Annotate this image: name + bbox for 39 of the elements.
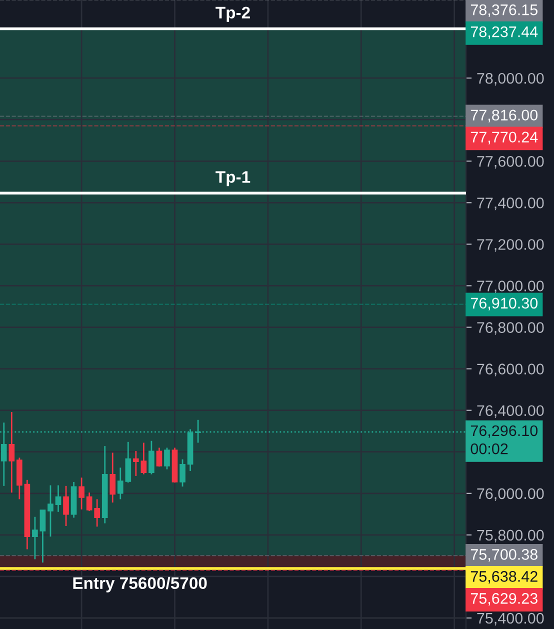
candlestick — [86, 492, 92, 512]
ref-line-label: 78,376.15 — [470, 4, 538, 18]
y-tick-label: 77,200.00 — [477, 239, 544, 252]
ref-line-label: 78,237.44 — [470, 26, 538, 40]
annotation: Tp-2 — [216, 6, 250, 22]
y-tick-label: 76,400.00 — [477, 405, 544, 418]
candlestick — [110, 452, 116, 504]
ref-line-label: 76,296.10 00:02 — [470, 425, 538, 454]
candlestick — [148, 440, 154, 475]
candlestick — [133, 450, 139, 477]
y-tick-label: 76,000.00 — [477, 488, 544, 501]
candlestick — [55, 484, 62, 513]
candlestick — [8, 411, 15, 494]
ref-line-label: 77,770.24 — [470, 132, 538, 144]
y-tick-label: 77,400.00 — [477, 198, 544, 210]
candlestick — [140, 442, 147, 475]
ref-line-label: 75,700.38 — [470, 549, 538, 562]
candlestick — [63, 485, 69, 527]
y-tick-label: 76,600.00 — [477, 364, 544, 376]
y-tick-label: 75,800.00 — [477, 530, 544, 542]
candlestick — [156, 447, 162, 468]
candlestick — [94, 498, 100, 528]
y-tick-label: 77,000.00 — [477, 280, 544, 294]
candlestick — [78, 476, 84, 510]
y-tick-label: 75,400.00 — [477, 612, 544, 626]
annotation: Entry 75600/5700 — [73, 576, 207, 592]
y-tick-label: 78,000.00 — [477, 72, 544, 86]
candlestick — [40, 509, 46, 564]
annotation: Tp-1 — [216, 171, 250, 186]
ref-line-label: 77,816.00 — [470, 110, 538, 122]
ref-line-label: 75,629.23 — [470, 593, 538, 606]
y-tick-label: 76,800.00 — [477, 322, 544, 335]
ref-line-label: 76,910.30 — [470, 298, 538, 310]
candlestick — [180, 458, 186, 488]
y-tick-label: 77,600.00 — [477, 156, 544, 169]
candlestick — [32, 516, 38, 560]
candlestick — [48, 484, 54, 538]
ref-line-label: 75,638.42 — [470, 571, 538, 584]
candlestick — [164, 447, 170, 470]
